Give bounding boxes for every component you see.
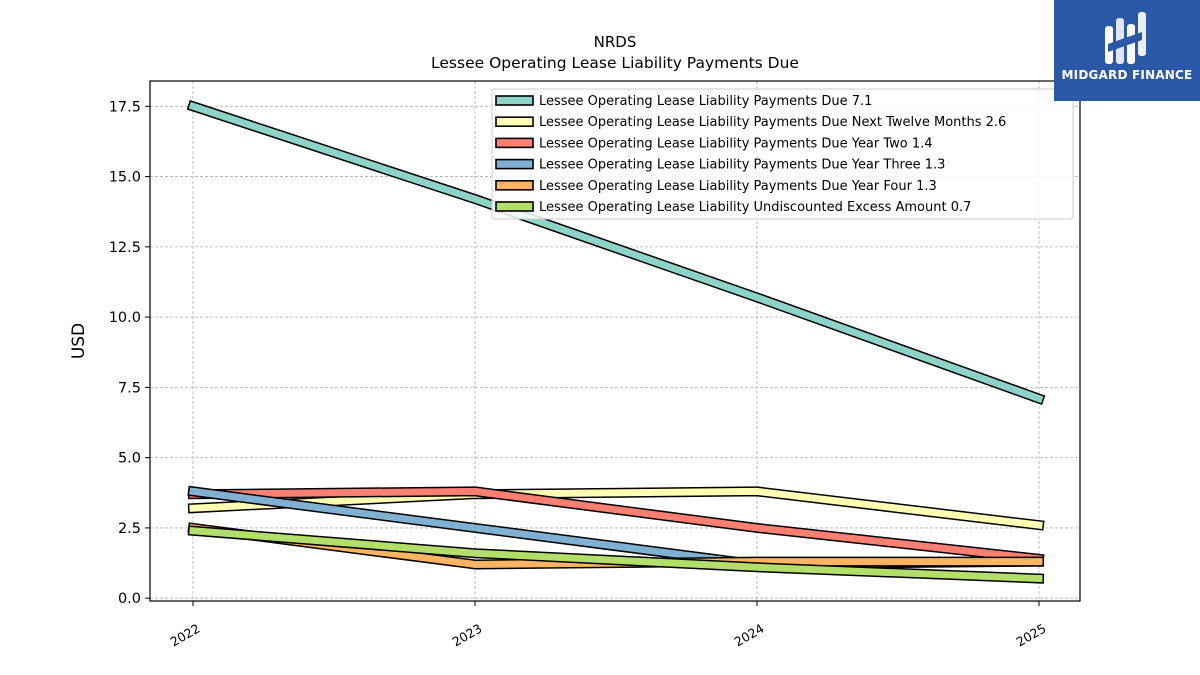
x-tick-label: 2023 bbox=[449, 621, 484, 650]
y-tick-label: 2.5 bbox=[118, 521, 141, 537]
legend-item: Lessee Operating Lease Liability Payment… bbox=[495, 94, 872, 109]
data-point bbox=[474, 552, 476, 554]
legend-swatch bbox=[495, 201, 534, 212]
axes: 0.0 2.5 5.0 7.5 10.0 12.5 15.0 17.5 2022 2023 2024… bbox=[109, 99, 1049, 649]
chart-subtitle: Lessee Operating Lease Liability Payment… bbox=[431, 54, 799, 72]
series-line bbox=[186, 99, 1046, 406]
data-point bbox=[192, 105, 194, 107]
legend-item: Lessee Operating Lease Liability Payment… bbox=[495, 136, 933, 151]
data-point bbox=[192, 490, 194, 492]
legend-item: Lessee Operating Lease Liability Undisco… bbox=[495, 200, 971, 215]
data-point bbox=[474, 198, 476, 200]
legend-swatch bbox=[495, 95, 534, 106]
brand-logo: MIDGARD FINANCE bbox=[1054, 0, 1200, 101]
legend-box bbox=[491, 88, 1074, 220]
series-layer bbox=[186, 99, 1046, 584]
x-tick-label: 2024 bbox=[731, 621, 766, 650]
data-point bbox=[474, 563, 476, 565]
y-tick-label: 12.5 bbox=[109, 240, 141, 256]
y-tick-label: 17.5 bbox=[109, 99, 141, 115]
data-point bbox=[192, 507, 194, 509]
series-stroke bbox=[189, 526, 1043, 583]
series-stroke bbox=[189, 487, 1043, 529]
y-tick-label: 0.0 bbox=[118, 591, 141, 607]
data-point bbox=[1038, 398, 1040, 400]
legend-swatch bbox=[495, 137, 534, 149]
legend-label: Lessee Operating Lease Liability Payment… bbox=[539, 94, 872, 109]
legend-swatch bbox=[495, 158, 534, 170]
series-stroke bbox=[189, 487, 1043, 563]
x-tick-label: 2025 bbox=[1013, 621, 1048, 650]
legend-item: Lessee Operating Lease Liability Payment… bbox=[495, 115, 1006, 130]
data-point bbox=[474, 490, 476, 492]
legend-swatch bbox=[495, 180, 534, 191]
legend: Lessee Operating Lease Liability Payment… bbox=[491, 88, 1074, 220]
data-point bbox=[756, 566, 758, 568]
legend-label: Lessee Operating Lease Liability Payment… bbox=[539, 115, 1006, 130]
data-point bbox=[756, 561, 758, 563]
chart-title: NRDS bbox=[594, 33, 637, 51]
y-tick-label: 10.0 bbox=[109, 310, 141, 326]
legend-label: Lessee Operating Lease Liability Payment… bbox=[539, 136, 933, 151]
x-tick-label: 2022 bbox=[167, 621, 202, 650]
data-point bbox=[756, 296, 758, 298]
brand-name: MIDGARD FINANCE bbox=[1061, 68, 1193, 82]
data-point bbox=[1038, 524, 1040, 526]
legend-label: Lessee Operating Lease Liability Undisco… bbox=[539, 200, 971, 215]
legend-item: Lessee Operating Lease Liability Payment… bbox=[495, 179, 937, 194]
legend-swatch bbox=[495, 116, 534, 127]
data-point bbox=[1038, 561, 1040, 563]
legend-label: Lessee Operating Lease Liability Payment… bbox=[539, 158, 945, 173]
data-point bbox=[474, 527, 476, 529]
data-point bbox=[192, 530, 194, 532]
data-point bbox=[1038, 578, 1040, 580]
plot-frame bbox=[149, 80, 1081, 602]
series-stroke bbox=[188, 101, 1044, 404]
y-tick-label: 15.0 bbox=[109, 170, 141, 186]
legend-label: Lessee Operating Lease Liability Payment… bbox=[539, 179, 937, 194]
legend-item: Lessee Operating Lease Liability Payment… bbox=[495, 158, 945, 173]
y-tick-label: 5.0 bbox=[118, 451, 141, 467]
y-axis-label: USD bbox=[69, 323, 89, 359]
data-point bbox=[756, 527, 758, 529]
midgard-logo-icon bbox=[1105, 12, 1146, 64]
data-point bbox=[756, 490, 758, 492]
series-line bbox=[187, 525, 1045, 584]
y-tick-label: 7.5 bbox=[118, 380, 141, 396]
